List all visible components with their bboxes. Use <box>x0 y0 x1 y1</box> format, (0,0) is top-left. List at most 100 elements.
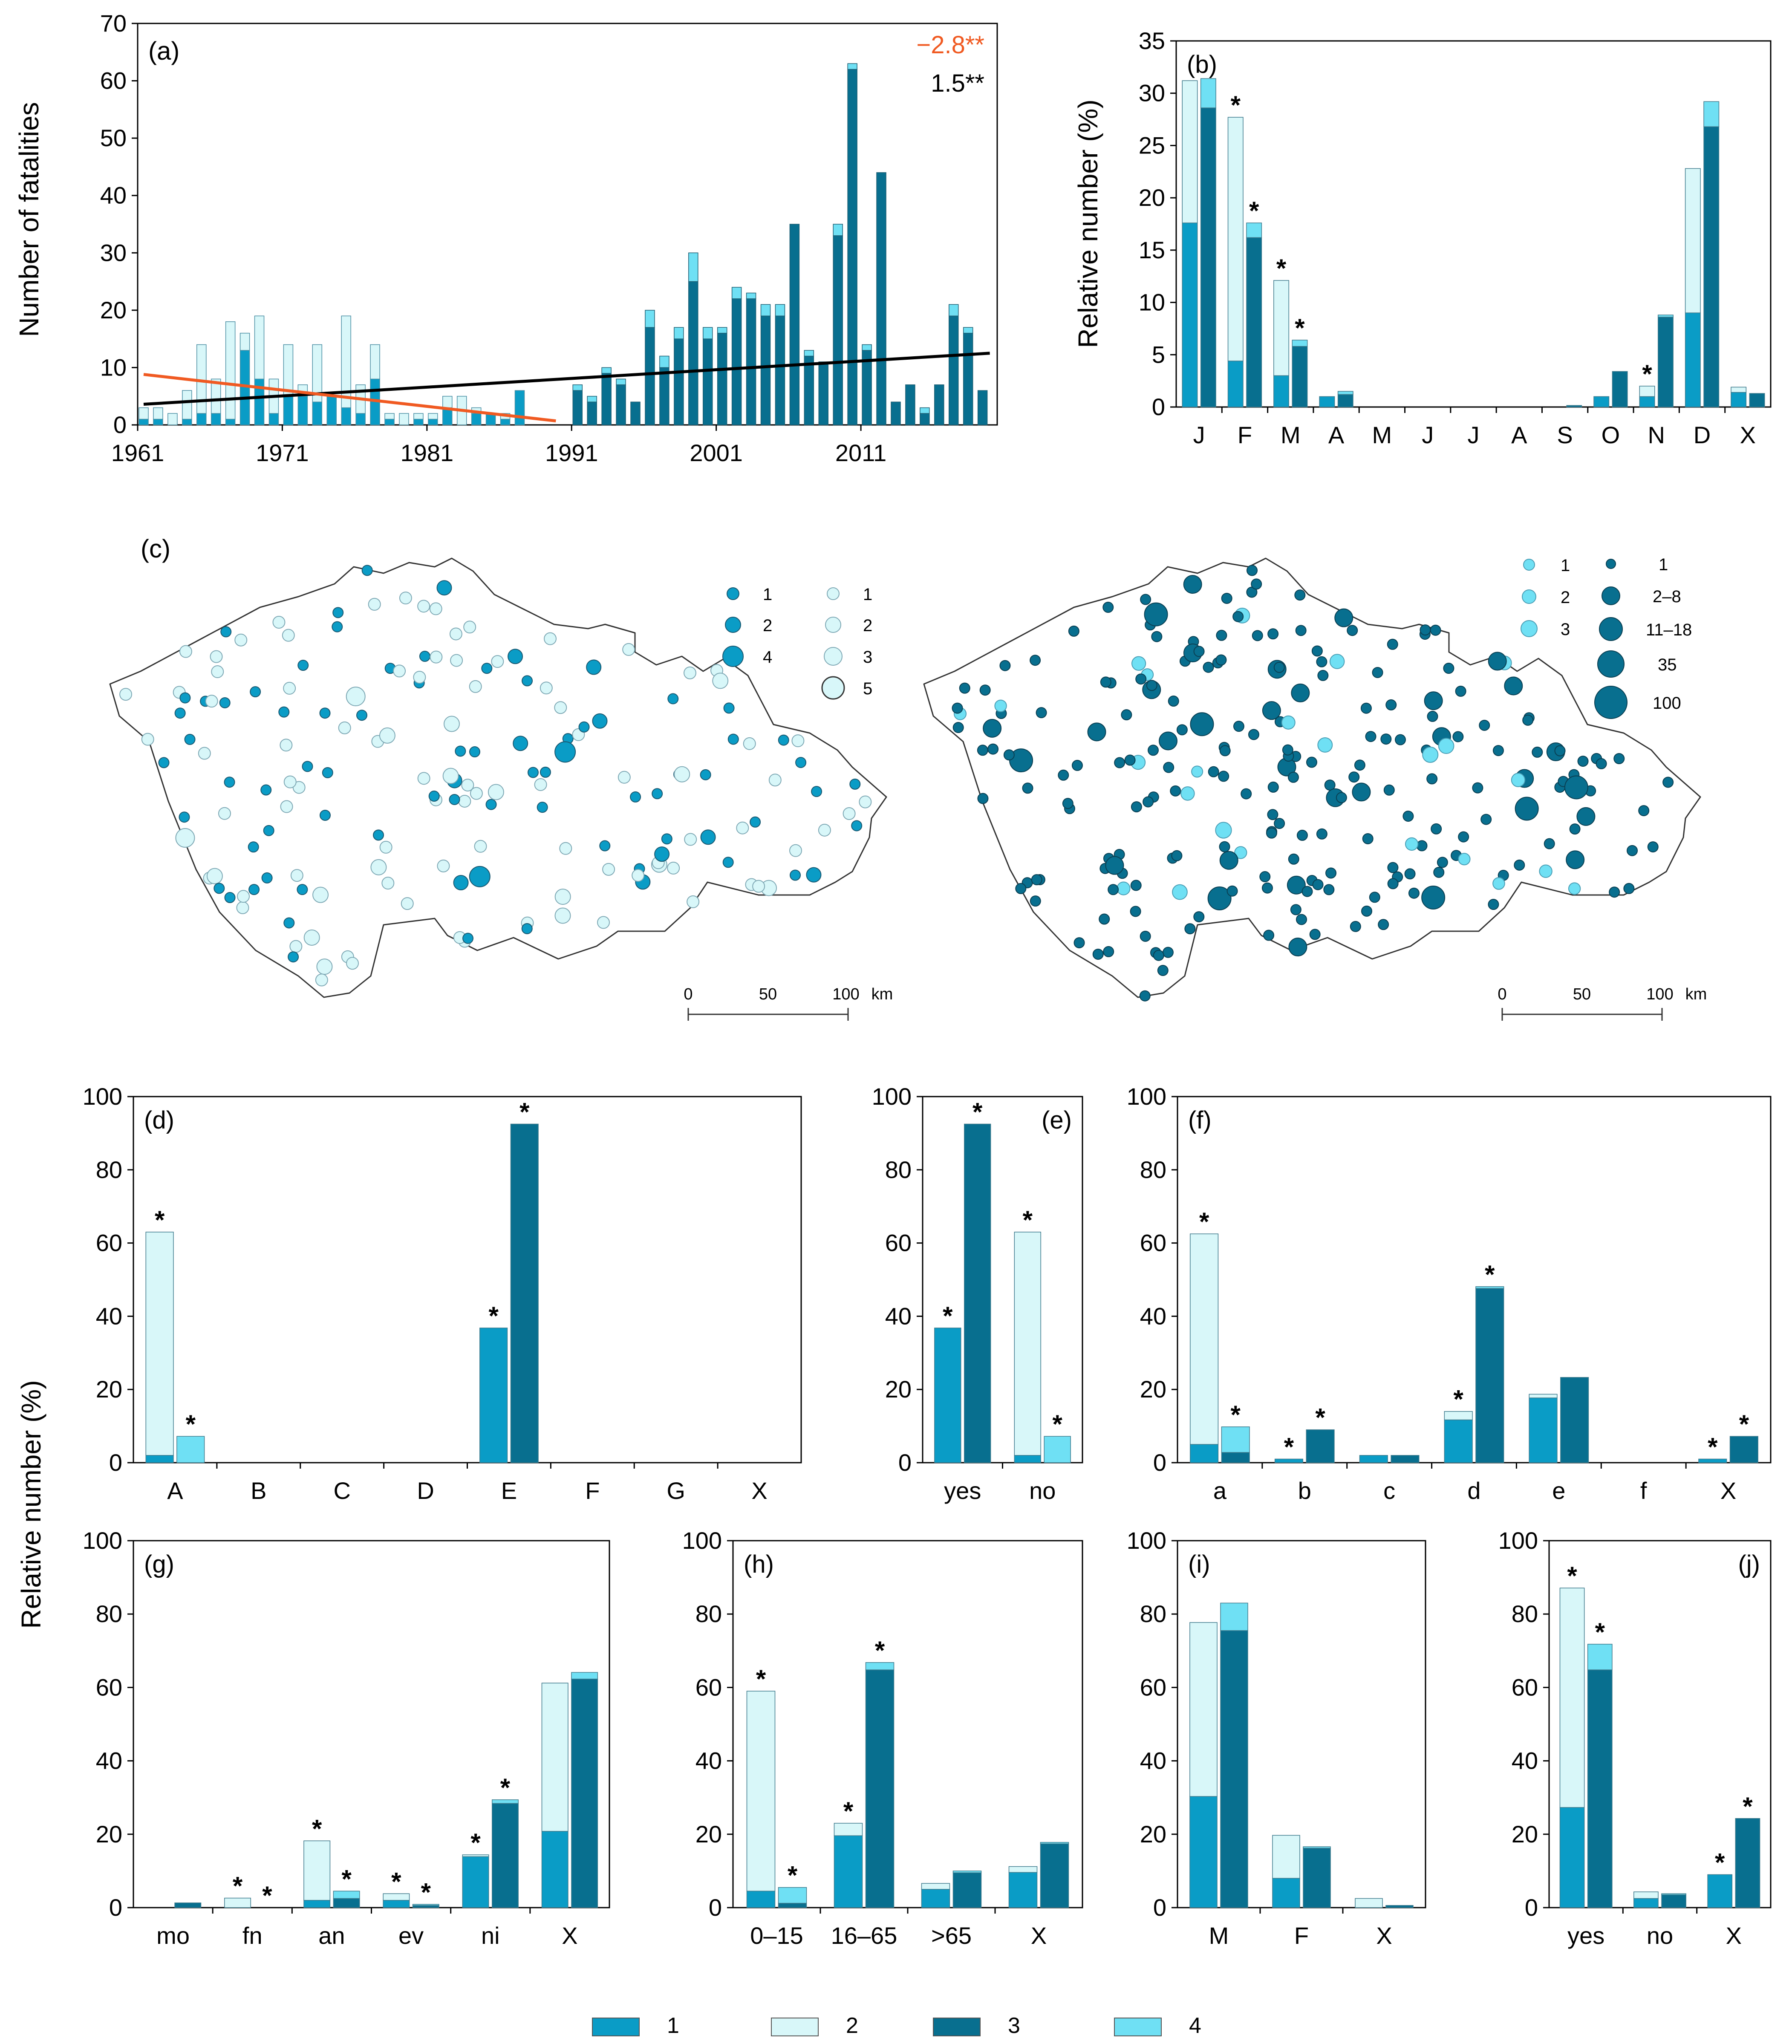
legend-dot <box>1522 589 1536 604</box>
map-dot <box>778 734 789 746</box>
bar-b-1-A1 <box>1227 117 1244 361</box>
x-tick-label: X <box>1031 1922 1047 1949</box>
x-tick-label: b <box>1298 1477 1311 1504</box>
bar-a-1974 <box>326 396 337 425</box>
plot-frame-i <box>1177 1540 1426 1908</box>
map-dot <box>1452 731 1464 742</box>
map-dot <box>1252 630 1263 641</box>
bar-j-1-B0 <box>1661 1894 1686 1908</box>
map-dot <box>399 592 412 605</box>
panel-title-e: (e) <box>1042 1106 1072 1134</box>
map-dot <box>393 664 406 678</box>
bar-i-1-B1 <box>1303 1846 1331 1849</box>
bar-a-2000 <box>702 338 713 425</box>
svg-text:4: 4 <box>763 648 772 667</box>
map-dot <box>283 681 296 695</box>
map-dot <box>630 791 641 803</box>
bar-f-0-A1 <box>1190 1233 1219 1445</box>
bar-a-2015 <box>920 407 930 414</box>
map-dot <box>1215 822 1232 839</box>
bar-f-2-A0 <box>1359 1455 1388 1463</box>
map-dot <box>1609 886 1620 898</box>
svg-text:0: 0 <box>684 985 693 1003</box>
bar-f-0-B0 <box>1221 1452 1250 1463</box>
significance-star: * <box>1023 1206 1033 1234</box>
y-tick-label: 100 <box>83 1527 122 1554</box>
bar-a-1992 <box>587 396 597 402</box>
y-tick-label: 40 <box>100 182 127 209</box>
map-dot <box>727 733 739 745</box>
map-dot <box>278 706 290 718</box>
bar-h-3-B1 <box>1040 1842 1069 1844</box>
y-tick-label: 40 <box>885 1302 912 1329</box>
map-dot <box>224 777 235 788</box>
bar-g-3-A0 <box>383 1900 410 1908</box>
map-dot <box>1216 629 1227 641</box>
bar-b-0-B1 <box>1200 78 1216 108</box>
bar-g-2-A0 <box>303 1900 331 1908</box>
legend-dot <box>725 617 741 633</box>
x-tick-label: 2011 <box>835 439 886 466</box>
legend-dot <box>825 617 841 633</box>
map-dot <box>537 802 548 813</box>
bar-f-2-B0 <box>1391 1455 1420 1463</box>
svg-text:1: 1 <box>1659 555 1668 574</box>
map-dot <box>1380 733 1392 745</box>
bar-b-11-A1 <box>1685 168 1701 313</box>
map-dot <box>1522 714 1534 726</box>
y-tick-label: 100 <box>872 1083 912 1110</box>
y-tick-label: 50 <box>100 124 127 151</box>
y-tick-label: 80 <box>1512 1600 1538 1627</box>
map-dot <box>469 680 482 693</box>
bar-a-1973 <box>312 344 323 402</box>
map-dot <box>1144 602 1168 626</box>
bar-d-0-A1 <box>145 1232 174 1456</box>
y-tick-label: 30 <box>1139 80 1165 107</box>
x-tick-label: A <box>1511 422 1527 448</box>
bar-f-6-A0 <box>1698 1458 1727 1463</box>
map-dot <box>789 844 802 857</box>
map-dot <box>1290 904 1301 915</box>
y-tick-label: 40 <box>1512 1747 1538 1774</box>
map-dot <box>450 654 463 667</box>
x-tick-label: M <box>1372 422 1392 448</box>
map-dot <box>1387 862 1399 873</box>
bar-a-2006 <box>789 224 800 425</box>
significance-star: * <box>1708 1432 1718 1461</box>
plot-frame-j <box>1548 1540 1772 1908</box>
significance-star: * <box>972 1097 983 1126</box>
bar-j-0-A1 <box>1559 1588 1585 1808</box>
map-dot <box>723 702 735 714</box>
map-dot <box>1479 719 1490 731</box>
bar-h-2-B1 <box>952 1871 982 1873</box>
map-dot <box>1180 786 1195 801</box>
map-dots-left <box>119 565 872 987</box>
svg-text:1: 1 <box>863 585 872 604</box>
bar-h-1-A0 <box>834 1835 863 1908</box>
map-dot <box>534 778 547 791</box>
map-dot <box>346 687 366 707</box>
x-tick-label: F <box>585 1477 600 1504</box>
y-tick-label: 0 <box>1153 1894 1166 1921</box>
bar-f-4-B0 <box>1560 1377 1589 1463</box>
map-dot <box>1102 601 1114 613</box>
bar-a-1972 <box>297 396 308 425</box>
map-dot <box>260 784 272 796</box>
bar-a-1980 <box>413 419 424 425</box>
map-dot <box>1348 771 1360 783</box>
map-dot <box>654 846 670 862</box>
svg-text:100: 100 <box>1653 694 1681 713</box>
significance-star: * <box>1743 1792 1753 1821</box>
map-dot <box>175 828 195 848</box>
map-dot <box>158 757 170 768</box>
bar-a-1964 <box>182 390 192 420</box>
map-dot <box>554 907 571 924</box>
map-dot <box>1488 652 1507 671</box>
bar-b-12-A0 <box>1731 392 1747 407</box>
map-dot <box>1422 746 1439 763</box>
map-dot <box>952 722 964 733</box>
map-dot <box>1172 884 1188 900</box>
map-dot <box>224 892 236 904</box>
map-dot <box>205 695 218 708</box>
map-dot <box>1162 947 1174 958</box>
